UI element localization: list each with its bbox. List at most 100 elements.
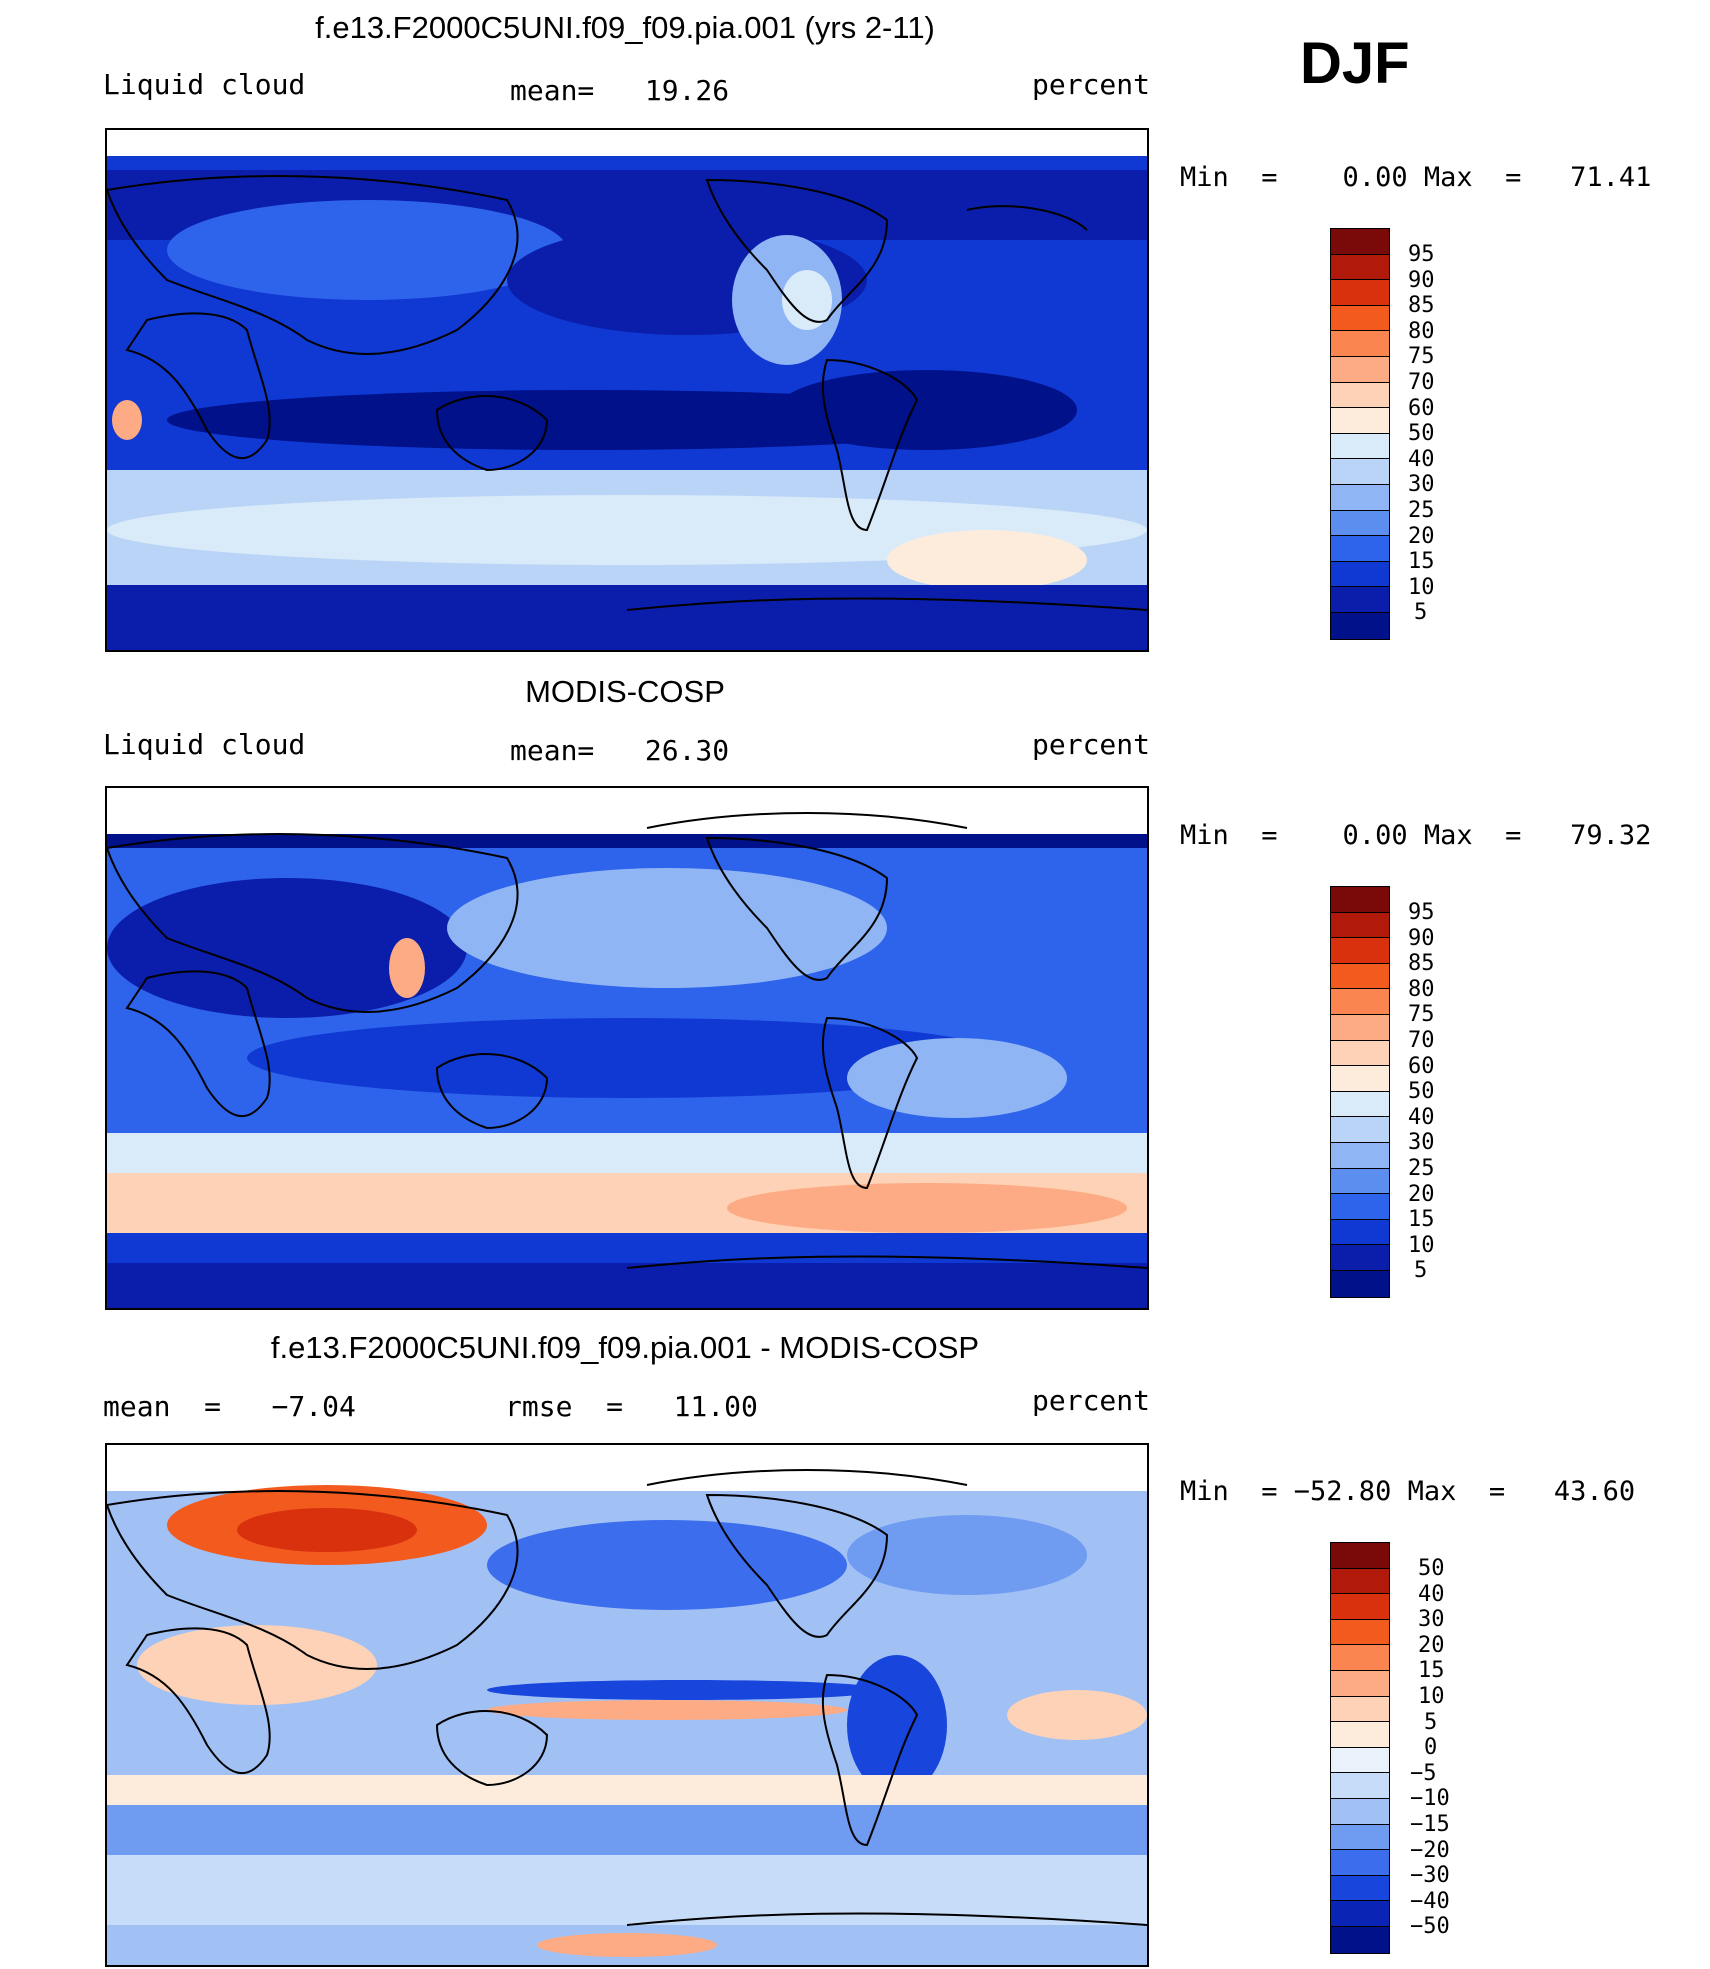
panel2-cbar-label: 85 bbox=[1408, 951, 1435, 976]
panel1-cbar-label: 75 bbox=[1408, 344, 1435, 369]
panel3-map bbox=[105, 1443, 1149, 1967]
panel1-cbar-label: 70 bbox=[1408, 370, 1435, 395]
panel3-cbar-swatch bbox=[1331, 1594, 1389, 1620]
panel2-cbar-label: 15 bbox=[1408, 1207, 1435, 1232]
panel1-cbar-label: 30 bbox=[1408, 472, 1435, 497]
panel3-cbar-label: 20 bbox=[1418, 1633, 1445, 1658]
panel3-cbar-label: 0 bbox=[1424, 1735, 1438, 1760]
panel2-minmax: Min = 0.00 Max = 79.32 bbox=[1180, 820, 1652, 851]
panel1-cbar-label: 60 bbox=[1408, 396, 1435, 421]
panel2-map bbox=[105, 786, 1149, 1310]
panel2-cbar-label: 25 bbox=[1408, 1156, 1435, 1181]
panel1-cbar-label: 40 bbox=[1408, 447, 1435, 472]
panel2-cbar-label: 75 bbox=[1408, 1002, 1435, 1027]
panel1-colorbar bbox=[1330, 228, 1390, 640]
panel2-units-label: percent bbox=[1032, 728, 1151, 761]
panel1-cbar-swatch bbox=[1331, 408, 1389, 434]
panel1-cbar-swatch bbox=[1331, 510, 1389, 537]
panel1-cbar-label: 5 bbox=[1414, 600, 1428, 625]
panel3-cbar-label: 40 bbox=[1418, 1582, 1445, 1607]
panel2-cbar-swatch bbox=[1331, 912, 1389, 939]
panel3-cbar-swatch bbox=[1331, 1798, 1389, 1825]
panel2-colorbar bbox=[1330, 886, 1390, 1298]
panel3-units-label: percent bbox=[1032, 1384, 1151, 1417]
panel1-cbar-label: 20 bbox=[1408, 524, 1435, 549]
panel3-cbar-label: 15 bbox=[1418, 1658, 1445, 1683]
panel1-cbar-swatch bbox=[1331, 433, 1389, 460]
panel2-cbar-swatch bbox=[1331, 1219, 1389, 1246]
panel1-cbar-swatch bbox=[1331, 587, 1389, 613]
panel1-cbar-swatch bbox=[1331, 612, 1389, 639]
panel2-cbar-swatch bbox=[1331, 1245, 1389, 1271]
panel3-cbar-swatch bbox=[1331, 1619, 1389, 1646]
panel2-cbar-swatch bbox=[1331, 1194, 1389, 1220]
panel2-cbar-label: 95 bbox=[1408, 900, 1435, 925]
panel2-cbar-label: 70 bbox=[1408, 1028, 1435, 1053]
season-label: DJF bbox=[1300, 31, 1410, 96]
panel3-cbar-swatch bbox=[1331, 1670, 1389, 1697]
panel1-minmax: Min = 0.00 Max = 71.41 bbox=[1180, 162, 1652, 193]
panel2-cbar-label: 5 bbox=[1414, 1258, 1428, 1283]
panel3-cbar-swatch bbox=[1331, 1747, 1389, 1774]
panel1-map bbox=[105, 128, 1149, 652]
panel3-cbar-label: −20 bbox=[1410, 1838, 1450, 1863]
panel2-cbar-label: 40 bbox=[1408, 1105, 1435, 1130]
panel3-cbar-label: 5 bbox=[1424, 1710, 1438, 1735]
panel3-cbar-swatch bbox=[1331, 1773, 1389, 1799]
panel3-cbar-swatch bbox=[1331, 1926, 1389, 1953]
panel2-cbar-label: 50 bbox=[1408, 1079, 1435, 1104]
panel2-cbar-label: 90 bbox=[1408, 926, 1435, 951]
panel1-cbar-swatch bbox=[1331, 229, 1389, 255]
panel3-center-label: rmse = 11.00 bbox=[505, 1390, 758, 1423]
panel1-cbar-label: 10 bbox=[1408, 575, 1435, 600]
panel1-cbar-swatch bbox=[1331, 484, 1389, 511]
panel1-cbar-swatch bbox=[1331, 331, 1389, 357]
panel2-cbar-label: 80 bbox=[1408, 977, 1435, 1002]
panel2-cbar-swatch bbox=[1331, 1117, 1389, 1143]
panel2-cbar-swatch bbox=[1331, 1168, 1389, 1195]
panel2-cbar-swatch bbox=[1331, 887, 1389, 913]
panel3-cbar-label: −10 bbox=[1410, 1786, 1450, 1811]
panel2-cbar-label: 60 bbox=[1408, 1054, 1435, 1079]
panel3-cbar-swatch bbox=[1331, 1875, 1389, 1902]
panel3-minmax: Min = −52.80 Max = 43.60 bbox=[1180, 1476, 1636, 1507]
panel3-cbar-label: 50 bbox=[1418, 1556, 1445, 1581]
panel2-cbar-swatch bbox=[1331, 989, 1389, 1015]
panel1-cbar-label: 15 bbox=[1408, 549, 1435, 574]
panel1-cbar-swatch bbox=[1331, 254, 1389, 281]
panel1-cbar-swatch bbox=[1331, 382, 1389, 409]
panel3-cbar-label: −15 bbox=[1410, 1812, 1450, 1837]
panel3-cbar-swatch bbox=[1331, 1568, 1389, 1595]
panel1-cbar-label: 50 bbox=[1408, 421, 1435, 446]
panel3-cbar-swatch bbox=[1331, 1645, 1389, 1671]
panel3-cbar-label: −5 bbox=[1410, 1761, 1437, 1786]
panel3-cbar-swatch bbox=[1331, 1824, 1389, 1851]
panel1-cbar-label: 25 bbox=[1408, 498, 1435, 523]
panel3-cbar-label: 10 bbox=[1418, 1684, 1445, 1709]
panel1-map-graphic bbox=[107, 130, 1147, 650]
panel1-cbar-label: 80 bbox=[1408, 319, 1435, 344]
panel1-title: f.e13.F2000C5UNI.f09_f09.pia.001 (yrs 2-… bbox=[315, 10, 935, 45]
panel2-cbar-swatch bbox=[1331, 1270, 1389, 1297]
panel1-cbar-label: 95 bbox=[1408, 242, 1435, 267]
panel2-cbar-swatch bbox=[1331, 1040, 1389, 1067]
panel3-cbar-swatch bbox=[1331, 1543, 1389, 1569]
panel3-cbar-swatch bbox=[1331, 1722, 1389, 1748]
panel3-cbar-swatch bbox=[1331, 1696, 1389, 1723]
panel2-left-label: Liquid cloud bbox=[103, 728, 306, 761]
panel3-cbar-swatch bbox=[1331, 1901, 1389, 1927]
panel3-left-label: mean = −7.04 bbox=[103, 1390, 356, 1423]
panel2-cbar-swatch bbox=[1331, 1066, 1389, 1092]
panel1-cbar-swatch bbox=[1331, 561, 1389, 588]
panel2-cbar-swatch bbox=[1331, 1014, 1389, 1041]
panel2-map-graphic bbox=[107, 788, 1147, 1308]
panel2-cbar-label: 20 bbox=[1408, 1182, 1435, 1207]
panel3-cbar-label: −30 bbox=[1410, 1863, 1450, 1888]
panel3-map-graphic bbox=[107, 1445, 1147, 1965]
panel3-cbar-label: 30 bbox=[1418, 1607, 1445, 1632]
panel2-cbar-label: 30 bbox=[1408, 1130, 1435, 1155]
panel1-cbar-swatch bbox=[1331, 305, 1389, 332]
panel1-center-label: mean= 19.26 bbox=[510, 74, 730, 107]
panel1-cbar-label: 85 bbox=[1408, 293, 1435, 318]
panel1-units-label: percent bbox=[1032, 68, 1151, 101]
